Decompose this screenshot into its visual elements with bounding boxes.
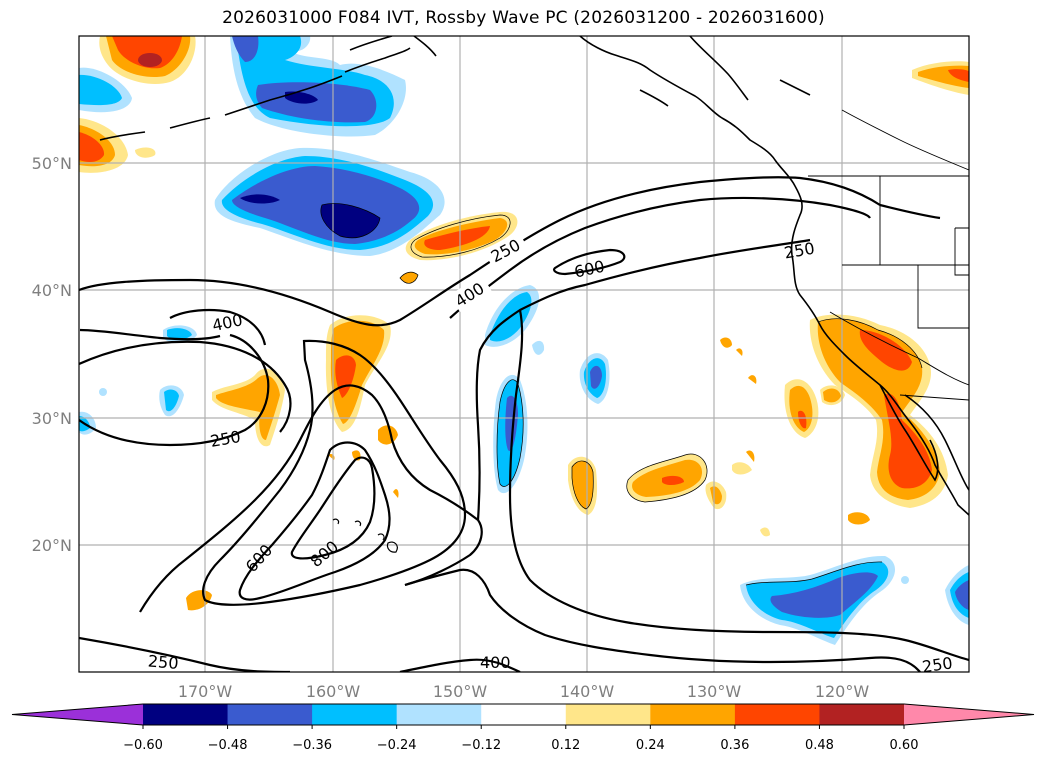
colorbar-swatch	[819, 704, 905, 725]
contour-label: 250	[147, 651, 179, 673]
anomaly-aleutian-blue	[230, 36, 406, 137]
coastlines	[99, 36, 969, 516]
colorbar-tick-label: −0.60	[123, 738, 163, 753]
colorbar-extend-min	[12, 704, 143, 725]
colorbar-swatch	[143, 704, 229, 725]
lon-label-130w: 130°W	[687, 682, 742, 701]
colorbar-tick-label: −0.36	[292, 738, 332, 753]
lon-label-140w: 140°W	[560, 682, 615, 701]
anomaly-contours	[320, 203, 923, 586]
anomaly-25n-140w	[568, 456, 598, 515]
contour-label: 250	[921, 653, 954, 676]
lon-label-120w: 120°W	[815, 682, 870, 701]
latitude-labels: 50°N 40°N 30°N 20°N	[32, 154, 72, 555]
colorbar-swatch	[227, 704, 313, 725]
colorbar-swatch	[481, 704, 567, 725]
lon-label-160w: 160°W	[306, 682, 361, 701]
colorbar-tick-label: 0.24	[636, 738, 665, 753]
anomaly-25n-132w	[626, 450, 770, 537]
lat-label-20n: 20°N	[32, 536, 72, 555]
colorbar-swatch	[565, 704, 651, 725]
lat-label-40n: 40°N	[32, 281, 72, 300]
anomaly-left-50n	[79, 118, 156, 173]
hawaii-islands	[332, 518, 398, 553]
colorbar-tick-label: 0.60	[890, 738, 919, 753]
lon-label-170w: 170°W	[178, 682, 233, 701]
colorbar-swatch	[734, 704, 820, 725]
anomaly-left-blue	[79, 67, 132, 113]
colorbar-tick-label: 0.48	[805, 738, 834, 753]
anomaly-top-left	[99, 36, 196, 85]
colorbar-extend-max	[904, 704, 1034, 725]
lat-label-30n: 30°N	[32, 409, 72, 428]
colorbar-tick-label: 0.36	[720, 738, 749, 753]
anomaly-35n-128w	[720, 337, 757, 384]
colorbar: −0.60 −0.48 −0.36 −0.24 −0.12 0.12 0.24 0.36 0.4…	[11, 703, 1035, 753]
colorbar-swatch	[312, 704, 398, 725]
colorbar-tick-label: −0.48	[208, 738, 248, 753]
anomaly-california	[784, 314, 948, 525]
map-title: 2026031000 F084 IVT, Rossby Wave PC (202…	[222, 8, 825, 28]
colorbar-tick-label: 0.12	[551, 738, 580, 753]
anomaly-bottom-right	[740, 555, 969, 645]
map-frame	[78, 35, 970, 673]
anomaly-43n-orange	[400, 211, 518, 284]
map-plot-area	[79, 36, 969, 672]
lon-label-150w: 150°W	[433, 682, 488, 701]
anomaly-45n-blue	[214, 147, 445, 256]
anomaly-32n-165w	[212, 368, 285, 447]
colorbar-tick-label: −0.24	[377, 738, 417, 753]
anomaly-top-right	[912, 61, 969, 95]
ivt-contours	[79, 176, 969, 672]
gridlines	[79, 36, 969, 672]
colorbar-tick-label: −0.12	[461, 738, 501, 753]
lat-label-50n: 50°N	[32, 154, 72, 173]
longitude-labels: 170°W 160°W 150°W 140°W 130°W 120°W	[178, 682, 870, 701]
contour-label: 400	[480, 653, 511, 672]
colorbar-swatch	[650, 704, 736, 725]
colorbar-swatch	[396, 704, 482, 725]
